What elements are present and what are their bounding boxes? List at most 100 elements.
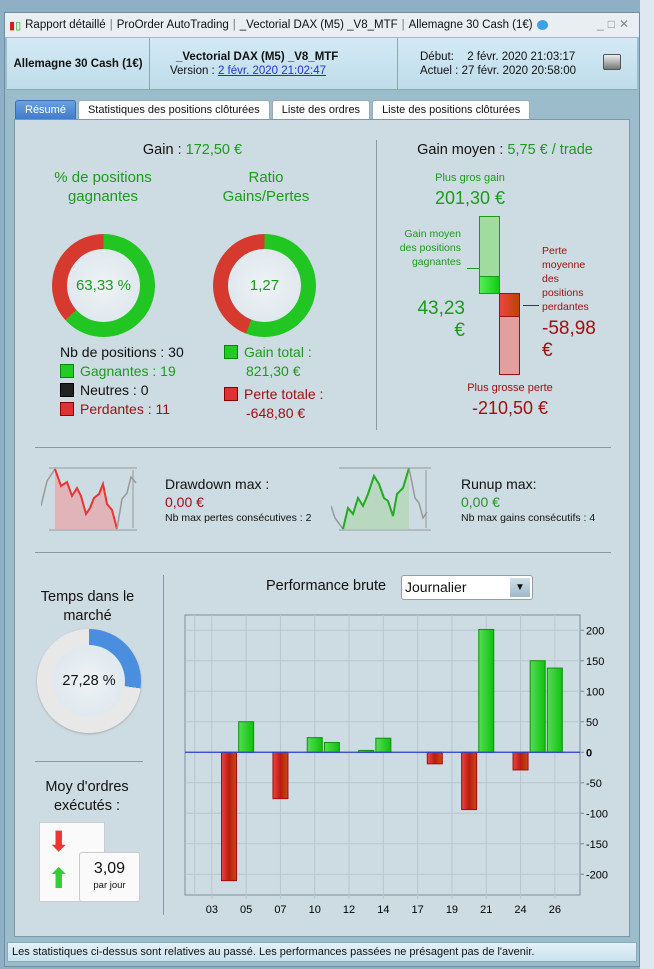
gain-total-value: 821,30 € [246,363,301,379]
winning-pct-donut: 63,33 % [52,234,155,337]
perte-totale-label: Perte totale : [244,386,324,402]
orders-title: Moy d'ordres exécutés : [45,779,129,814]
bar-gain [238,721,255,753]
market-time-donut: 27,28 % [37,629,141,733]
perte-moyenne-value: -58,98 € [542,318,596,361]
maximize-button[interactable]: □ [607,17,619,31]
bar-loss [221,751,237,882]
pct-title: % de positions gagnantes [54,169,152,205]
runup-sub: Nb max gains consécutifs : 4 [461,512,596,524]
x-tick-label: 14 [377,904,389,916]
printer-icon[interactable] [603,54,621,70]
orders-value-box: 3,09 par jour [79,852,140,902]
tab-statistiques[interactable]: Statistiques des positions clôturées [77,100,270,119]
bar-gain [306,737,323,753]
actuel-value: 27 févr. 2020 20:58:00 [461,64,577,77]
tab-liste-positions[interactable]: Liste des positions clôturées [372,100,531,119]
ratio-donut: 1,27 [213,234,316,337]
bar-gain [546,667,563,753]
y-tick-label: -50 [586,778,602,790]
chat-bubble-icon[interactable] [536,20,548,30]
report-header: Allemagne 30 Cash (1€) _Vectorial DAX (M… [7,38,637,90]
minimize-button[interactable]: _ [597,17,608,31]
bar-loss [426,751,443,765]
gain-moyen-pos-value: 43,23 € [417,298,465,341]
red-legend-icon [60,402,74,416]
orders-value: 3,09 [93,860,126,877]
divider [163,575,164,915]
version-link[interactable]: 2 févr. 2020 21:02:47 [217,64,327,77]
y-tick-label: 0 [586,747,592,759]
gain-total-label: Gain total : [244,344,312,360]
ratio-title: Ratio Gains/Pertes [222,169,310,205]
plus-gros-gain-value: 201,30 € [434,188,506,208]
divider [35,552,611,553]
drawdown-value: 0,00 € [165,494,204,510]
x-tick-label: 10 [309,904,321,916]
perte-moyenne-label: Perte moyenne des positions perdantes [542,245,589,313]
runup-sparkline [331,467,431,531]
debut-label: Début: [420,50,454,63]
actuel-label: Actuel : [420,64,459,77]
orders-document: ⬇ ⬆ [39,822,105,902]
perf-label: Performance brute [266,578,387,594]
red-legend-icon [224,387,238,401]
gain-value: 172,50 € [185,142,243,158]
plus-grosse-perte-value: -210,50 € [471,398,549,418]
debut-value: 2 févr. 2020 21:03:17 [467,50,576,63]
x-tick-label: 05 [240,904,252,916]
orders-unit: par jour [93,880,126,891]
y-tick-label: -150 [586,839,608,851]
bar-loss [512,751,529,771]
candlestick-icon: ▮▯ [9,19,22,32]
y-tick-label: -200 [586,869,608,881]
y-tick-label: 150 [586,656,604,668]
divider [35,447,611,448]
bar-gain [478,628,495,753]
bar-gain [323,741,340,753]
x-tick-label: 26 [549,904,561,916]
arrow-right-icon [467,268,483,269]
instrument-name: Allemagne 30 Cash (1€) [13,57,143,70]
period-select[interactable]: Journalier ▼ [401,575,533,600]
title-item: Rapport détaillé [25,19,106,31]
y-tick-label: 50 [586,717,598,729]
gain-total-line: Gain : 172,50 € [15,142,370,158]
status-bar: Les statistiques ci-dessus sont relative… [7,942,637,962]
runup-value: 0,00 € [461,494,500,510]
neutres: Neutres : 0 [80,382,149,398]
close-button[interactable]: ✕ [618,17,633,31]
y-tick-label: 200 [586,625,604,637]
divider [35,761,143,762]
market-time-value: 27,28 % [53,645,125,717]
chevron-down-icon[interactable]: ▼ [510,578,530,597]
tab-resume[interactable]: Résumé [15,100,76,119]
gain-moyen-pos-label: Gain moyen des positions gagnantes [399,228,461,268]
bar-loss [461,751,478,811]
period-select-value: Journalier [405,579,467,595]
max-loss-bar [499,293,520,375]
x-tick-label: 17 [412,904,424,916]
strategy-name: _Vectorial DAX (M5) _V8_MTF [176,50,339,63]
drawdown-sub: Nb max pertes consécutives : 2 [165,512,312,524]
gain-label: Gain : [142,142,182,158]
tab-liste-ordres[interactable]: Liste des ordres [271,100,371,119]
tab-bar: Résumé Statistiques des positions clôtur… [15,100,531,120]
green-legend-icon [224,345,238,359]
y-tick-label: 100 [586,686,604,698]
bar-loss [272,751,289,800]
background-window [640,0,654,969]
green-legend-icon [60,364,74,378]
title-bar[interactable]: ▮▯ Rapport détaillé | ProOrder AutoTradin… [5,13,639,37]
market-time-title: Temps dans le marché [40,589,135,624]
gagnantes: Gagnantes : 19 [80,363,176,379]
arrow-up-icon: ⬆ [47,863,71,894]
arrow-left-icon [523,305,539,306]
nb-positions: Nb de positions : 30 [60,344,184,360]
bar-gain [529,660,546,753]
version-label: Version : [170,64,215,77]
x-tick-label: 19 [446,904,458,916]
pct-value: 63,33 % [67,249,140,322]
runup-title: Runup max: [461,476,537,492]
